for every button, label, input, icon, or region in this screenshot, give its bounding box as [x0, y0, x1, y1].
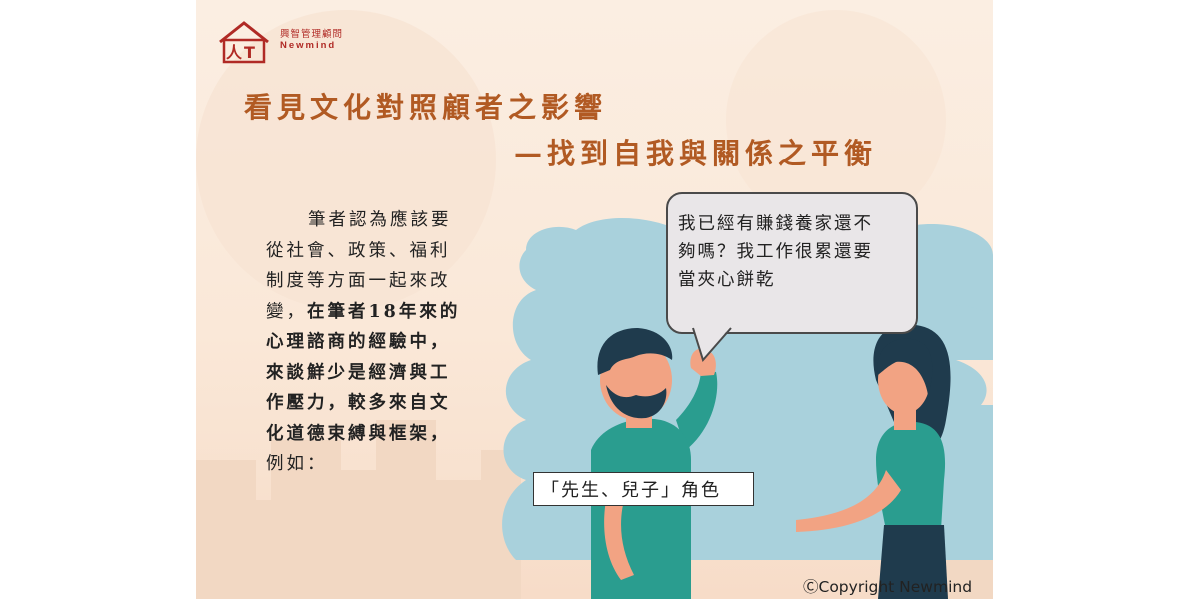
body-line-7-bold: 作壓力，較多來自文	[266, 393, 451, 413]
woman-torso	[876, 421, 946, 530]
svg-text:人: 人	[226, 43, 243, 62]
body-line-4-normal: 變，	[266, 301, 307, 322]
background-scenery	[196, 10, 993, 599]
speech-bubble	[666, 192, 918, 334]
speech-line-1: 我已經有賺錢養家還不	[678, 214, 873, 234]
body-line-8-bold: 化道德束縛與框架，	[266, 423, 451, 444]
bg-sun-circle	[196, 10, 496, 310]
speech-line-2: 夠嗎？我工作很累還要	[678, 242, 873, 262]
speech-line-3: 當夾心餅乾	[678, 270, 776, 290]
title-line-2: —找到自我與關係之平衡	[514, 137, 878, 170]
speech-bubble-tail	[692, 326, 732, 362]
logo-name-cn: 興智管理顧問	[280, 29, 344, 40]
body-line-3: 制度等方面一起來改	[266, 271, 451, 291]
body-line-7: 作壓力，較多來自文	[266, 388, 496, 419]
body-line-4-bold: 在筆者18年來的	[307, 301, 461, 322]
body-line-5-bold: 心理諮商的經驗中，	[266, 332, 451, 352]
woman-figure	[796, 324, 951, 599]
body-line-9: 例如：	[266, 454, 328, 474]
woman-skirt	[878, 525, 948, 599]
man-figure	[591, 328, 718, 599]
svg-text:T: T	[244, 43, 255, 62]
logo-name-en: Newmind	[280, 40, 337, 51]
man-beard	[606, 385, 667, 419]
body-line-2: 從社會、政策、福利	[266, 240, 451, 261]
man-hair	[597, 328, 673, 375]
man-raised-arm	[676, 370, 718, 450]
body-line-5: 心理諮商的經驗中，	[266, 327, 496, 358]
role-label-box	[533, 472, 754, 506]
body-line-6-bold: 來談鮮少是經濟與工	[266, 362, 451, 383]
slide: 人 T 興智管理顧問 Newmind 看見文化對照顧者之影響 —找到自我與關係之…	[196, 0, 993, 599]
title-line-1: 看見文化對照顧者之影響	[244, 91, 608, 124]
copyright-text: ⒸCopyright Newmind	[803, 578, 973, 596]
body-line-6: 來談鮮少是經濟與工	[266, 358, 496, 389]
logo-icon: 人 T	[219, 21, 269, 64]
speech-bubble-text: 我已經有賺錢養家還不 夠嗎？我工作很累還要 當夾心餅乾	[678, 210, 910, 294]
woman-arm	[796, 470, 901, 532]
body-paragraph: 筆者認為應該要 從社會、政策、福利 制度等方面一起來改 變，在筆者18年來的 心…	[266, 205, 496, 480]
man-hand	[690, 348, 716, 376]
man-lower-arm	[604, 500, 634, 580]
body-line-4: 變，在筆者18年來的	[266, 297, 496, 328]
woman-hair-front	[877, 338, 933, 395]
body-line-8: 化道德束縛與框架，	[266, 419, 496, 450]
body-line-1: 筆者認為應該要	[308, 210, 452, 230]
bg-circle-right	[726, 10, 946, 230]
role-label: 「先生、兒子」角色	[541, 480, 721, 501]
